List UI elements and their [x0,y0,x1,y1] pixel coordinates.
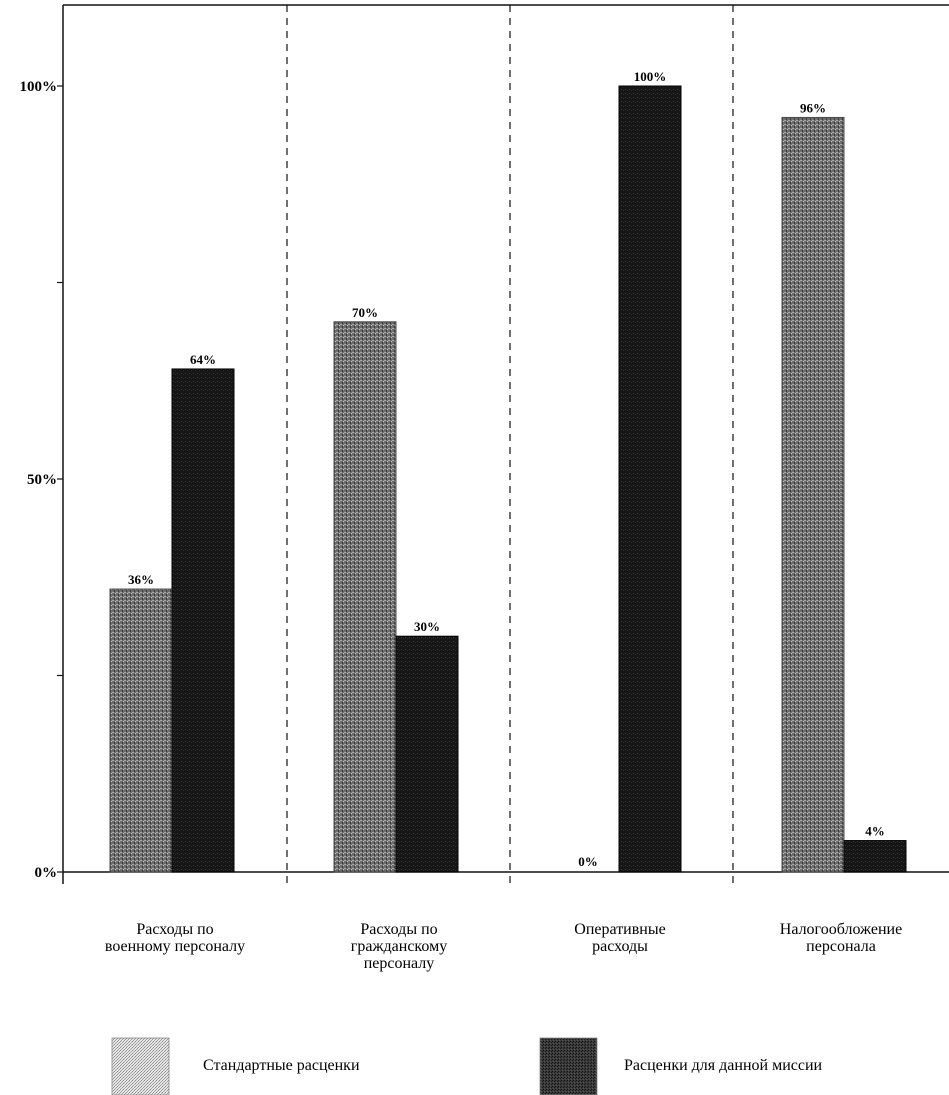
y-tick-label-0: 0% [35,865,58,881]
legend-label-2: Расценки для данной миссии [624,1057,823,1074]
category-label-line: Оперативные [574,921,665,938]
category-label-2: Расходы по гражданскому персоналу [351,921,447,972]
data-label-series1-cat1: 36% [128,572,154,587]
category-label-line: Налогообложение [780,921,902,938]
category-label-line: персоналу [364,955,435,972]
bar-series1-cat2 [333,321,397,873]
data-label-series2-cat3: 100% [634,69,667,84]
category-label-line: Расходы по [360,921,437,938]
category-label-1: Расходы по военному персоналу [105,921,245,955]
legend-swatch-1 [111,1037,170,1095]
category-label-3: Оперативные расходы [574,921,665,955]
data-label-series2-cat4: 4% [865,824,885,839]
category-label-line: гражданскому [351,938,447,955]
bar-series2-cat1 [171,368,235,873]
bar-series1-cat1 [109,588,173,873]
category-label-line: Расходы по [136,921,213,938]
bar-series2-cat3 [618,85,682,873]
bar-series1-cat4 [781,116,845,873]
data-label-series1-cat2: 70% [352,305,378,320]
category-label-line: расходы [592,938,648,955]
category-label-line: военному персоналу [105,938,245,955]
legend-label-1: Стандартные расценки [203,1057,360,1074]
category-label-line: персонала [806,938,876,955]
bar-series2-cat4 [843,840,907,873]
y-tick-label-100: 100% [20,79,58,95]
data-label-series2-cat1: 64% [190,352,216,367]
data-label-series2-cat2: 30% [414,619,440,634]
category-label-4: Налогообложение персонала [780,921,902,955]
data-label-series1-cat4: 96% [800,100,826,115]
y-tick-label-50: 50% [27,472,57,488]
legend-swatch-2 [539,1037,598,1095]
bar-series2-cat2 [395,635,459,873]
data-label-series1-cat3: 0% [578,854,598,869]
